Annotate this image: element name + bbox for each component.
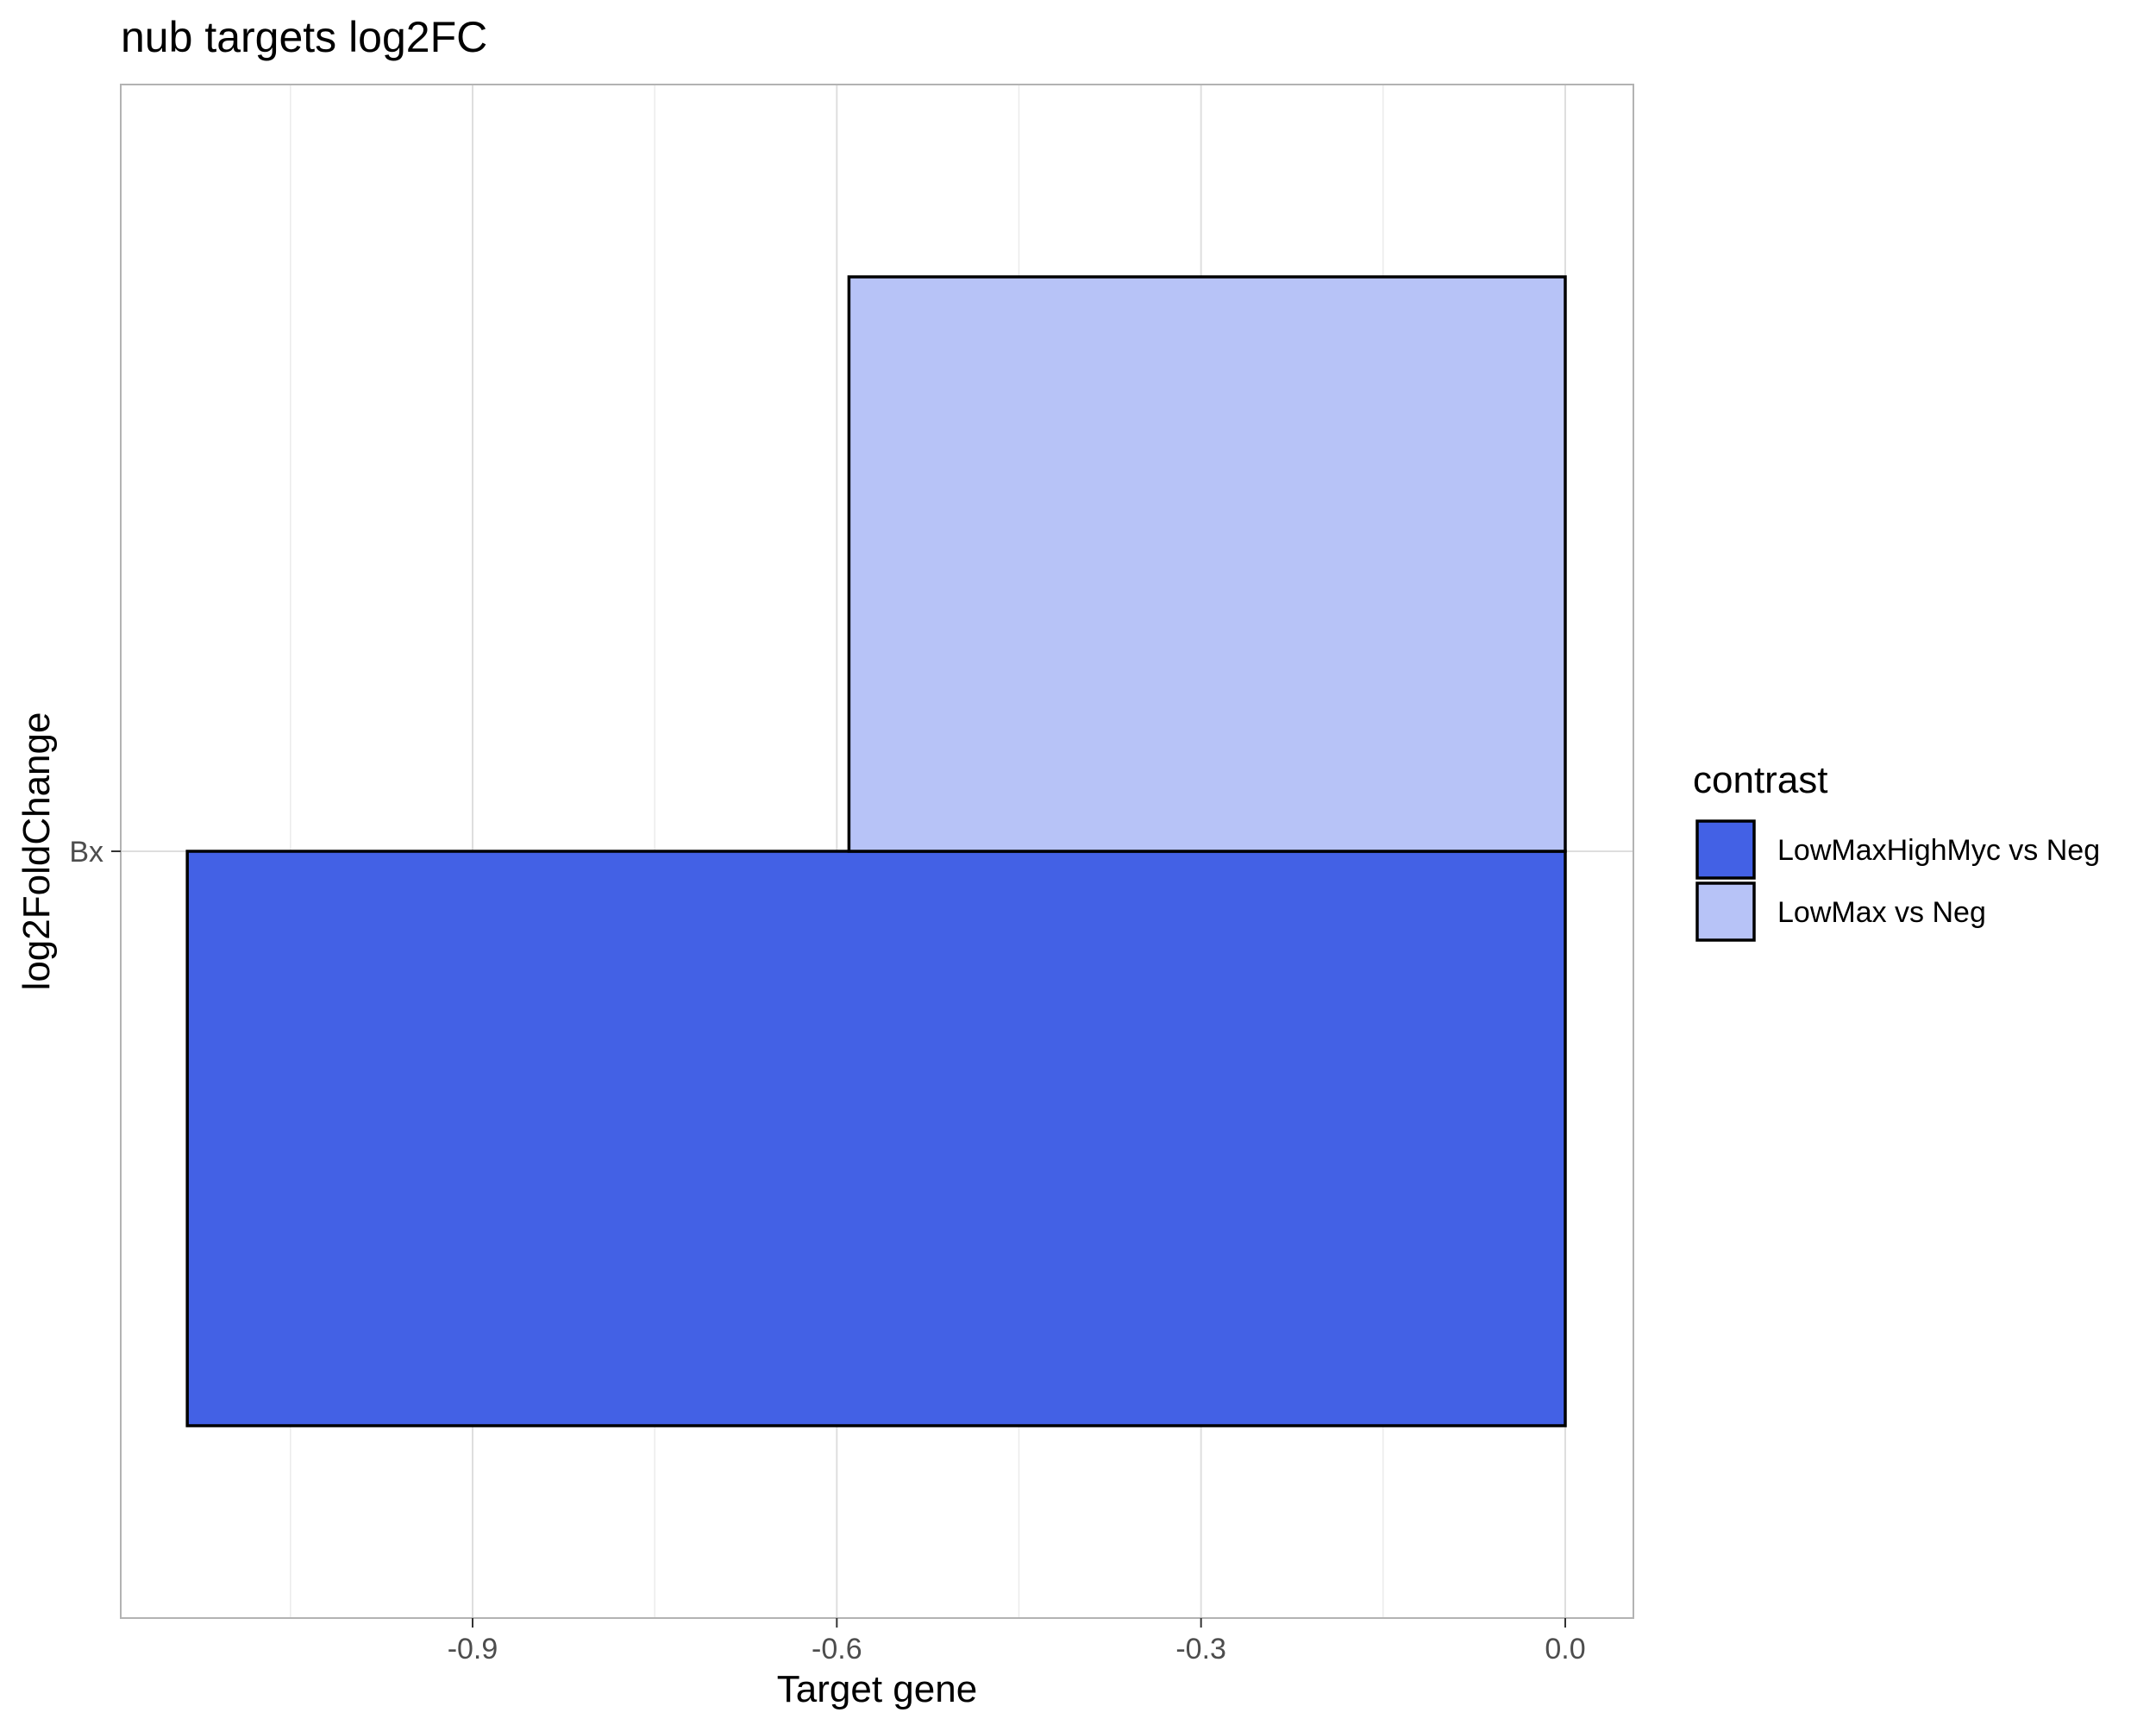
x-tick-label: -0.9 xyxy=(448,1633,498,1665)
chart-title: nub targets log2FC xyxy=(121,13,487,61)
legend-label: LowMax vs Neg xyxy=(1777,896,1986,929)
x-axis: -0.9 -0.6 -0.3 0.0 xyxy=(448,1618,1586,1665)
y-tick-label: Bx xyxy=(69,836,103,869)
x-tick-label: -0.3 xyxy=(1175,1633,1226,1665)
legend-key xyxy=(1695,881,1756,942)
legend: contrast LowMaxHighMyc vs Neg LowMax vs N… xyxy=(1693,759,2100,942)
bar-lowmaxhighmyc-vs-neg xyxy=(185,850,1567,1427)
legend-label: LowMaxHighMyc vs Neg xyxy=(1777,834,2100,867)
y-axis-title: log2FoldChange xyxy=(16,712,58,991)
x-tick-label: 0.0 xyxy=(1545,1633,1585,1665)
y-axis: Bx xyxy=(69,836,121,869)
legend-title: contrast xyxy=(1693,759,1828,801)
bars xyxy=(185,275,1567,1427)
legend-key xyxy=(1695,819,1756,880)
x-tick-label: -0.6 xyxy=(812,1633,862,1665)
x-axis-title: Target gene xyxy=(777,1668,977,1710)
bar-lowmax-vs-neg xyxy=(847,275,1567,853)
